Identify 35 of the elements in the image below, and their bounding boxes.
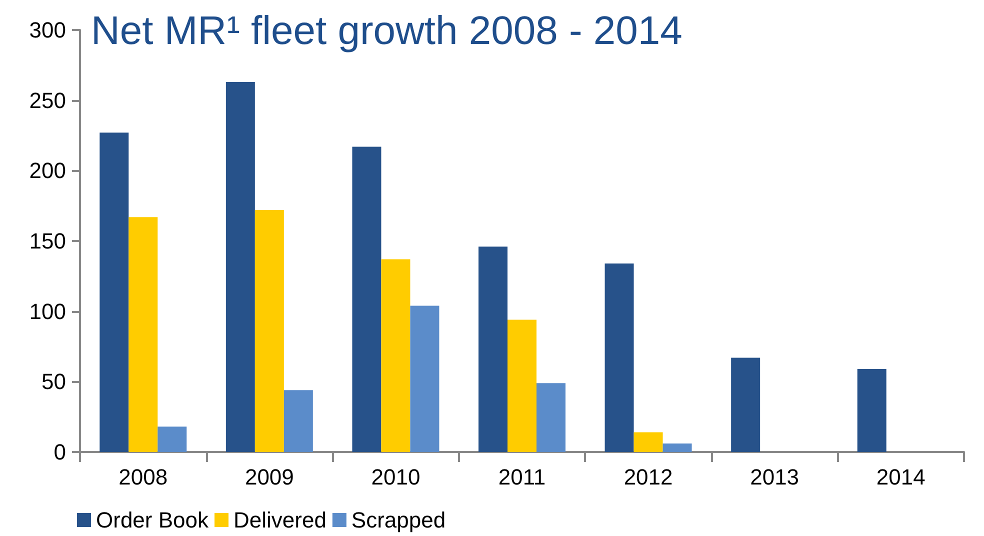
x-tick-label: 2010 [371,464,420,490]
y-tick-label: 200 [29,158,66,184]
bar [254,210,284,452]
bar [478,246,508,452]
bar [226,82,255,452]
bar [857,369,886,452]
bar [662,444,692,452]
y-tick-label: 100 [29,298,66,324]
bar [634,432,663,452]
bar [410,306,440,452]
bar [381,259,410,452]
y-tick-label: 150 [29,228,66,254]
bar [604,264,634,452]
bar [352,146,382,452]
bar [508,320,536,452]
x-tick-label: 2009 [244,464,294,490]
x-tick-label: 2013 [750,464,800,490]
chart-title: Net MR¹ fleet growth 2008 - 2014 [91,9,682,53]
legend-label: Order Book [96,508,210,532]
bar [536,383,566,452]
x-tick-label: 2011 [498,464,546,490]
bar [158,426,187,452]
x-tick-label: 2012 [624,464,673,490]
y-tick-label: 250 [29,88,66,113]
legend-label: Scrapped [351,508,446,532]
legend-label: Delivered [233,508,326,532]
y-tick-label: 50 [42,369,66,394]
bar [128,217,158,452]
y-tick-label: 0 [54,440,66,464]
x-tick-label: 2014 [876,464,926,490]
bar [731,358,760,452]
y-tick-label: 300 [29,18,66,42]
bar [284,390,313,452]
bar [100,132,129,452]
x-tick-label: 2008 [118,464,168,490]
